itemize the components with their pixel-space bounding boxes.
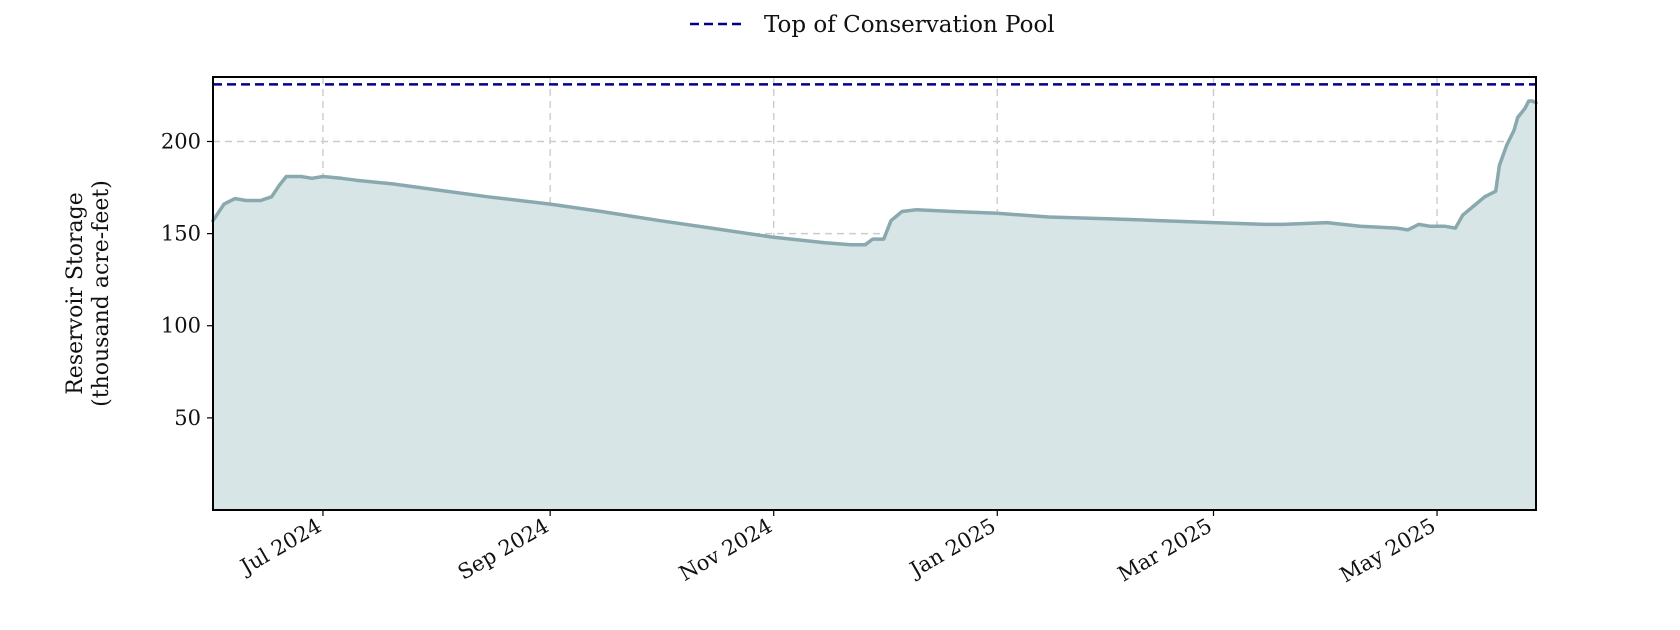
y-tick-label: 200 [161,129,201,153]
y-axis-ticks: 50 100 150 200 [161,129,213,430]
y-tick-label: 150 [161,222,201,246]
x-tick-label: Nov 2024 [675,514,776,586]
x-axis-ticks: Jul 2024 Sep 2024 Nov 2024 Jan 2025 Mar 2025… [235,510,1440,587]
x-tick-label: Jan 2025 [904,514,1000,583]
y-axis-label: Reservoir Storage(thousand acre-feet) [63,180,114,407]
y-tick-label: 50 [174,406,201,430]
x-tick-label: Sep 2024 [454,514,553,585]
legend: Top of Conservation Pool [690,12,1055,38]
storage-line [211,99,1538,247]
y-axis-label-line: Reservoir Storage [63,192,88,395]
y-tick-label: 100 [161,314,201,338]
y-axis-label-line: (thousand acre-feet) [89,180,114,407]
storage-area [213,101,1536,510]
x-tick-label: Jul 2024 [235,514,326,580]
legend-label: Top of Conservation Pool [764,12,1055,38]
x-tick-label: May 2025 [1336,514,1440,588]
plot-frame [212,76,1537,511]
x-tick-label: Mar 2025 [1114,514,1216,587]
